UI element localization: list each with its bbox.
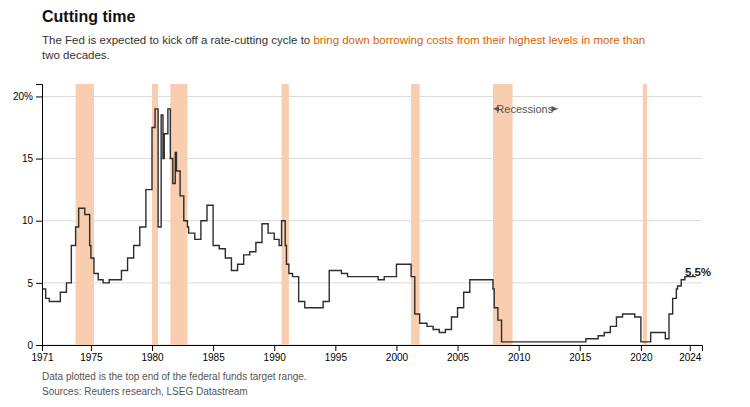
x-tick-label: 1985 <box>202 352 225 363</box>
x-tick: 2005 <box>447 345 470 363</box>
x-tick-label: 1995 <box>325 352 348 363</box>
subtitle-segment: two decades. <box>42 49 110 61</box>
plot-area <box>42 84 696 345</box>
subtitle-segment: bring down borrowing costs from their hi… <box>313 34 645 46</box>
y-tick-mark <box>36 345 42 346</box>
x-tick-mark <box>519 345 520 351</box>
y-tick-label: 20% <box>13 91 33 102</box>
annotation-arrow <box>493 108 494 109</box>
x-tick-label: 1980 <box>141 352 164 363</box>
y-tick-mark <box>36 221 42 222</box>
y-tick-label: 0 <box>27 340 33 351</box>
x-tick-mark <box>213 345 214 351</box>
footnotes: Data plotted is the top end of the feder… <box>42 371 307 397</box>
footnote: Data plotted is the top end of the feder… <box>42 371 307 382</box>
x-tick-label: 2005 <box>447 352 470 363</box>
y-tick: 0 <box>27 340 42 351</box>
chart-container: Cutting time The Fed is expected to kick … <box>0 0 750 407</box>
x-tick-mark <box>396 345 397 351</box>
subtitle-line: two decades. <box>42 49 110 61</box>
x-tick: 2024 <box>679 345 702 363</box>
x-tick-label: 2020 <box>630 352 653 363</box>
subtitle: The Fed is expected to kick off a rate-c… <box>42 34 645 61</box>
x-axis-line <box>43 346 703 352</box>
grid-line <box>42 158 702 159</box>
x-tick-label: 2000 <box>386 352 409 363</box>
recession-band <box>643 84 647 345</box>
x-tick-label: 2024 <box>679 352 702 363</box>
y-tick-mark <box>36 159 42 160</box>
annotation-label: 5.5% <box>685 266 711 278</box>
x-tick-label: 2010 <box>508 352 531 363</box>
x-tick: 2020 <box>630 345 653 363</box>
x-tick: 1985 <box>202 345 225 363</box>
x-tick-mark <box>580 345 581 351</box>
x-tick-label: 1975 <box>80 352 103 363</box>
x-tick-mark <box>152 345 153 351</box>
y-axis: 0 5 10 15 20% <box>13 85 43 351</box>
annotation-label: Recessions <box>496 103 553 115</box>
x-tick-mark <box>335 345 336 351</box>
footnote: Sources: Reuters research, LSEG Datastre… <box>42 386 248 397</box>
recession-band <box>170 84 187 345</box>
x-tick: 1990 <box>264 345 287 363</box>
x-tick: 2010 <box>508 345 531 363</box>
y-tick-label: 10 <box>22 215 34 226</box>
y-tick: 10 <box>22 215 42 226</box>
x-tick-mark <box>274 345 275 351</box>
x-tick: 2000 <box>386 345 409 363</box>
x-tick: 1971 <box>31 345 54 363</box>
x-tick: 2015 <box>569 345 592 363</box>
x-tick: 1980 <box>141 345 164 363</box>
x-tick-label: 1971 <box>31 352 54 363</box>
x-tick-mark <box>690 345 691 351</box>
y-tick: 15 <box>22 153 42 164</box>
annotation-arrow <box>557 108 558 109</box>
x-tick-mark <box>641 345 642 351</box>
x-tick: 1975 <box>80 345 103 363</box>
x-tick-label: 2015 <box>569 352 592 363</box>
subtitle-line: The Fed is expected to kick off a rate-c… <box>42 34 645 46</box>
grid-line <box>42 220 702 221</box>
y-axis-line <box>36 85 43 346</box>
y-tick: 5 <box>27 278 42 289</box>
subtitle-segment: The Fed is expected to kick off a rate-c… <box>42 34 313 46</box>
y-tick-mark <box>36 96 42 97</box>
x-tick-mark <box>458 345 459 351</box>
title: Cutting time <box>42 8 135 25</box>
x-tick: 1995 <box>325 345 348 363</box>
y-tick-mark <box>36 283 42 284</box>
y-tick: 20% <box>13 91 42 102</box>
recession-band <box>282 84 289 345</box>
grid-line <box>42 282 702 283</box>
grid-line <box>42 96 702 97</box>
x-axis: 1971 1975 1980 1985 1990 1995 2000 2005 2010 2015… <box>31 345 702 363</box>
chart-svg: Cutting time The Fed is expected to kick … <box>0 0 750 407</box>
x-tick-label: 1990 <box>264 352 287 363</box>
y-tick-label: 5 <box>27 278 33 289</box>
rate-line <box>42 109 696 342</box>
grid <box>42 96 702 345</box>
annotations: 5.5% Recessions <box>493 103 711 278</box>
recession-band <box>493 84 513 345</box>
x-tick-mark <box>91 345 92 351</box>
y-tick-label: 15 <box>22 153 34 164</box>
